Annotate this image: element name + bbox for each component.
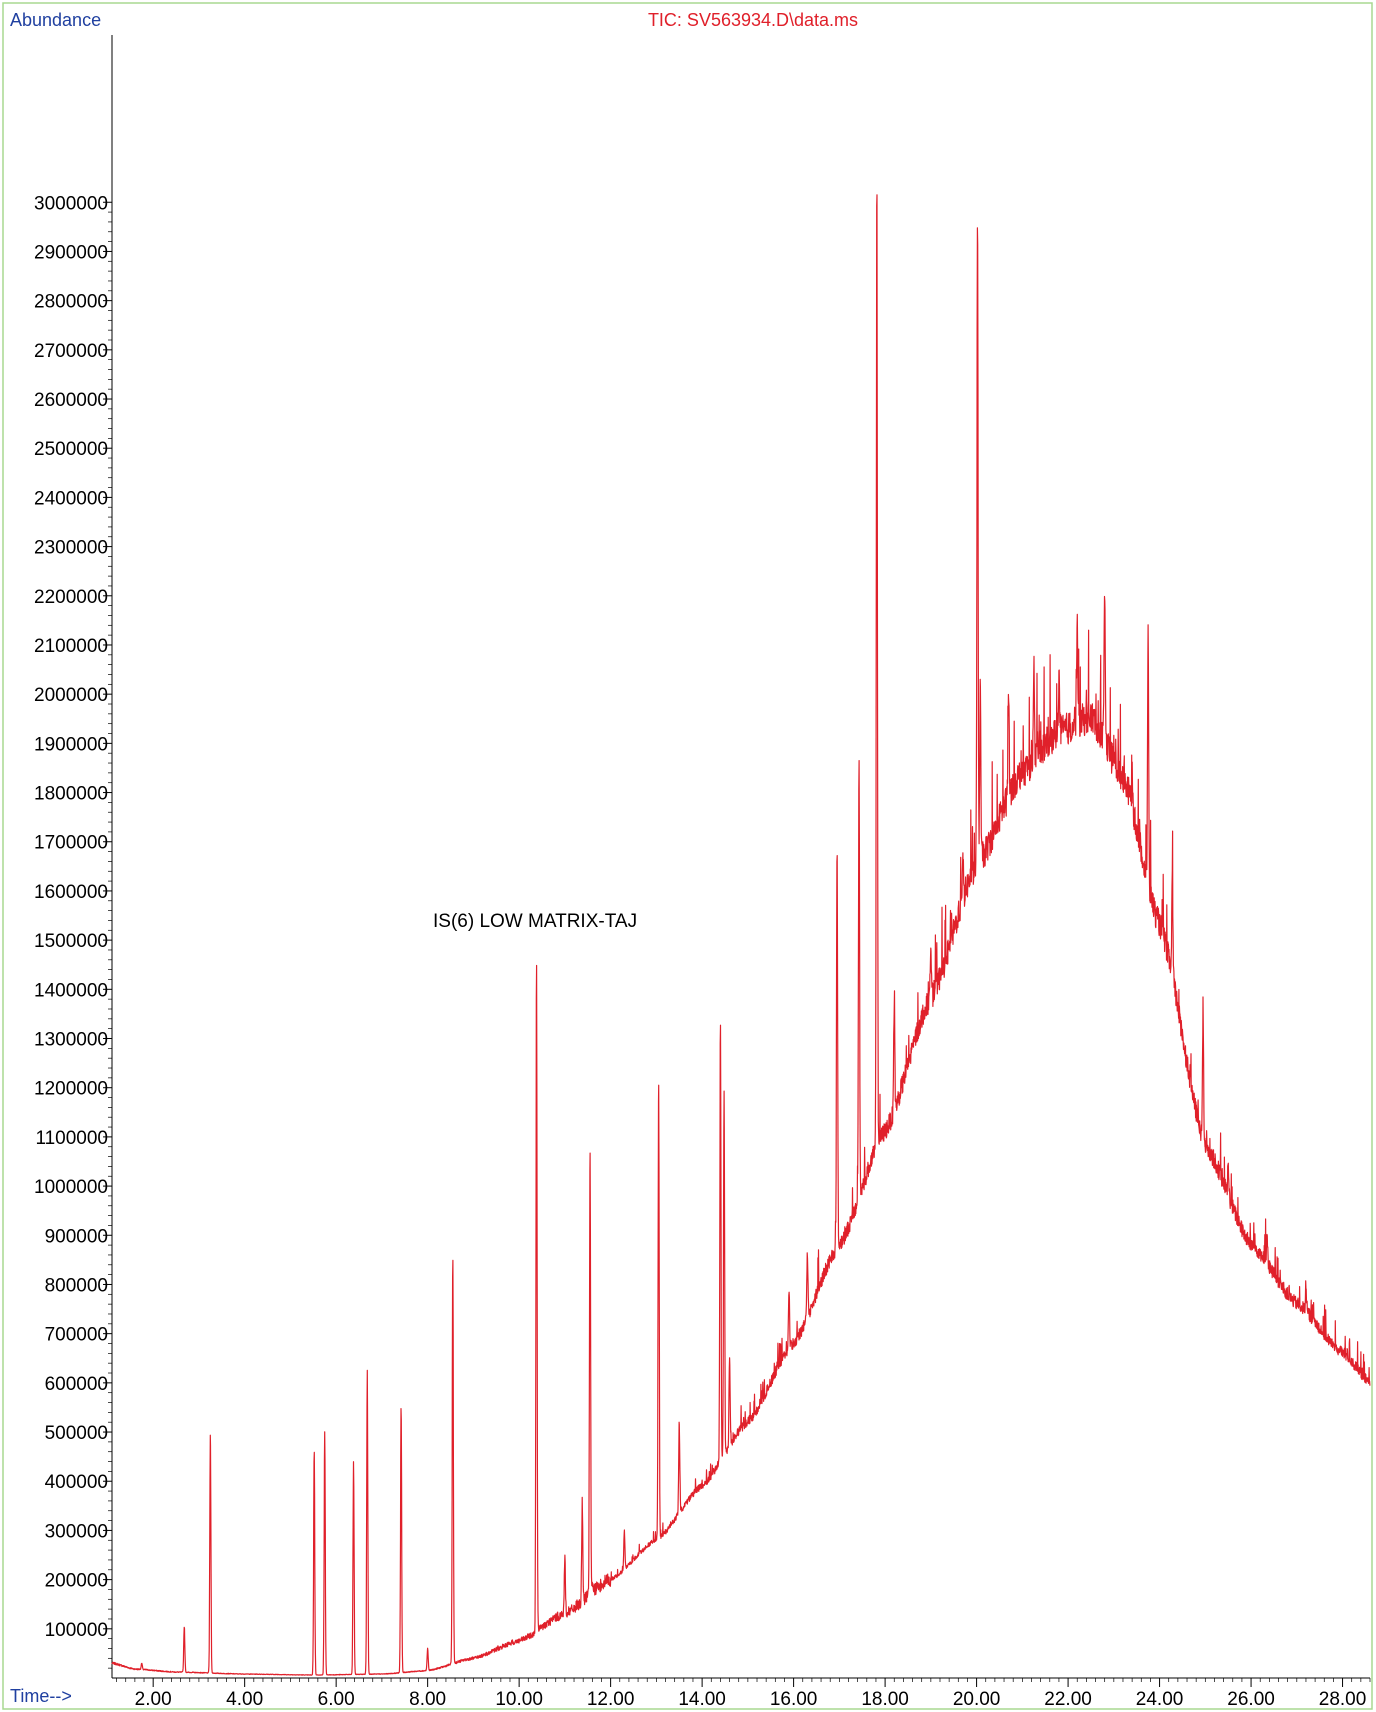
y-tick-label: 2300000 [34, 538, 108, 559]
x-tick-label: 14.00 [678, 1689, 726, 1710]
y-tick-label: 1800000 [34, 784, 108, 805]
x-tick-label: 18.00 [861, 1689, 909, 1710]
y-ticks: 100000 200000 300000 400000 500000 600000 7000… [34, 193, 112, 1669]
y-tick-label: 2700000 [34, 341, 108, 362]
y-tick-label: 1400000 [34, 980, 108, 1001]
y-tick-label: 900000 [45, 1226, 108, 1247]
y-tick-label: 100000 [45, 1620, 108, 1641]
x-axis-label: Time--> [10, 1686, 72, 1706]
y-tick-label: 600000 [45, 1374, 108, 1395]
x-tick-label: 12.00 [587, 1689, 635, 1710]
y-tick-label: 1700000 [34, 833, 108, 854]
y-tick-label: 2000000 [34, 685, 108, 706]
x-tick-label: 8.00 [409, 1689, 446, 1710]
y-tick-label: 200000 [45, 1571, 108, 1592]
x-tick-label: 22.00 [1044, 1689, 1092, 1710]
y-tick-label: 3000000 [34, 193, 108, 214]
y-tick-label: 2600000 [34, 390, 108, 411]
peak-annotation: IS(6) LOW MATRIX-TAJ [433, 911, 637, 932]
y-axis-label: Abundance [10, 10, 101, 30]
tic-trace [111, 194, 1371, 1676]
y-tick-label: 400000 [45, 1472, 108, 1493]
chart-title: TIC: SV563934.D\data.ms [648, 10, 858, 30]
x-tick-label: 16.00 [770, 1689, 818, 1710]
x-tick-label: 10.00 [495, 1689, 543, 1710]
x-tick-label: 26.00 [1227, 1689, 1275, 1710]
y-tick-label: 300000 [45, 1521, 108, 1542]
y-tick-label: 1600000 [34, 882, 108, 903]
y-tick-label: 2800000 [34, 292, 108, 313]
x-tick-label: 6.00 [318, 1689, 355, 1710]
y-tick-label: 1300000 [34, 1030, 108, 1051]
y-tick-label: 1000000 [34, 1177, 108, 1198]
y-tick-label: 500000 [45, 1423, 108, 1444]
x-tick-label: 4.00 [226, 1689, 263, 1710]
y-tick-label: 2400000 [34, 488, 108, 509]
y-tick-label: 1900000 [34, 734, 108, 755]
x-ticks: 2.00 4.00 6.00 8.00 10.00 12.00 14.00 16.00 18.0… [116, 1678, 1371, 1710]
y-tick-label: 2100000 [34, 636, 108, 657]
x-tick-label: 2.00 [135, 1689, 172, 1710]
y-tick-label: 1100000 [35, 1128, 108, 1149]
y-tick-label: 800000 [45, 1275, 108, 1296]
y-tick-label: 2900000 [34, 242, 108, 263]
y-tick-label: 2200000 [34, 587, 108, 608]
y-tick-label: 700000 [45, 1325, 108, 1346]
x-tick-label: 24.00 [1136, 1689, 1184, 1710]
x-tick-label: 28.00 [1319, 1689, 1367, 1710]
y-tick-label: 2500000 [34, 439, 108, 460]
y-tick-label: 1200000 [34, 1079, 108, 1100]
x-tick-label: 20.00 [953, 1689, 1001, 1710]
y-tick-label: 1500000 [34, 931, 108, 952]
